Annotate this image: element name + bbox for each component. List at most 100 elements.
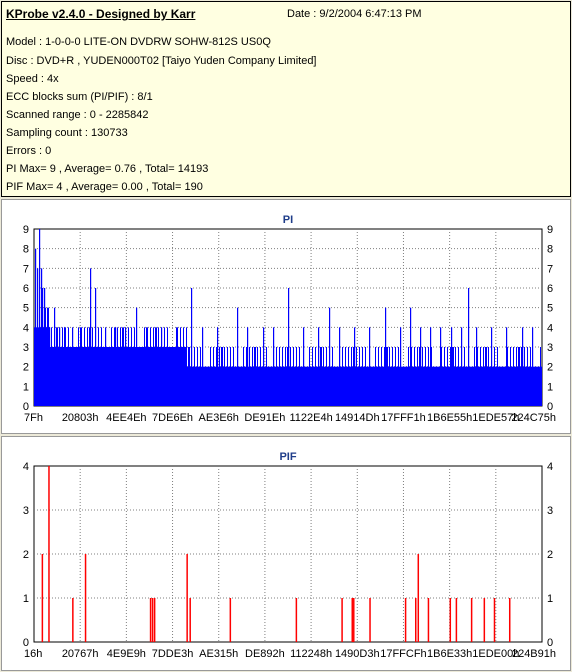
pi-bar: [143, 347, 144, 406]
pi-bar: [58, 347, 59, 406]
pi-bar: [492, 366, 493, 406]
pi-spike: [461, 327, 463, 406]
pif-bar: [41, 554, 44, 642]
info-speed: Speed : 4x: [6, 73, 59, 85]
pi-bar: [45, 307, 46, 406]
pif-ytick-right: 4: [547, 461, 553, 473]
pi-bar: [447, 347, 448, 406]
pi-spike: [95, 288, 97, 406]
pi-bar: [426, 366, 427, 406]
pi-bar: [76, 347, 77, 406]
pi-bar: [67, 347, 68, 406]
pi-bar: [403, 366, 404, 406]
pi-spike: [146, 327, 148, 406]
pi-spike: [247, 327, 249, 406]
pi-bar: [370, 366, 371, 406]
pi-bar: [418, 366, 419, 406]
pif-ytick-right: 3: [547, 505, 553, 517]
pi-bar: [132, 347, 133, 406]
pi-spike: [44, 288, 46, 406]
pi-bar: [317, 366, 318, 406]
pi-bar: [291, 366, 292, 406]
pi-bar: [214, 366, 215, 406]
pi-spike: [105, 327, 107, 406]
pi-xtick-label: 7Fh: [24, 412, 43, 424]
pi-bar: [278, 366, 279, 406]
pi-bar: [306, 366, 307, 406]
pi-spike: [191, 288, 193, 406]
pif-bar: [189, 598, 191, 642]
pi-xtick-label: 20803h: [62, 412, 99, 424]
pi-bar: [270, 366, 271, 406]
pi-bar: [353, 347, 354, 406]
pi-bar: [304, 366, 305, 406]
pi-spike: [237, 307, 239, 406]
pi-bar: [66, 347, 67, 406]
pi-bar: [205, 366, 206, 406]
pi-bar: [526, 366, 527, 406]
pi-bar: [516, 347, 517, 406]
pi-bar: [489, 366, 490, 406]
pi-bar: [496, 366, 497, 406]
pi-ytick-left: 3: [23, 342, 29, 354]
pi-bar: [395, 347, 396, 406]
pif-bar: [341, 598, 343, 642]
pi-bar: [326, 347, 327, 406]
pi-bar: [530, 347, 531, 406]
pi-spike: [318, 327, 320, 406]
pi-spike: [400, 327, 402, 406]
pi-bar: [348, 347, 349, 406]
pi-bar: [173, 347, 174, 406]
pif-bar: [353, 598, 355, 642]
pi-bar: [314, 366, 315, 406]
pi-bar: [392, 347, 393, 406]
pi-bar: [445, 366, 446, 406]
pi-bar: [184, 347, 185, 406]
pi-bar: [73, 347, 74, 406]
pi-bar: [294, 366, 295, 406]
pi-bar: [463, 366, 464, 406]
pi-bar: [466, 366, 467, 406]
info-errors: Errors : 0: [6, 145, 52, 157]
pi-ytick-left: 7: [23, 263, 29, 275]
pi-spike: [339, 327, 341, 406]
pi-bar: [179, 347, 180, 406]
pi-bar: [356, 347, 357, 406]
pi-bar: [207, 366, 208, 406]
pif-bar: [404, 598, 407, 642]
pi-bar: [528, 366, 529, 406]
pi-bar: [397, 366, 398, 406]
pi-bar: [155, 327, 156, 406]
pif-bar: [153, 598, 156, 642]
pi-xtick-label: AE3E6h: [199, 412, 239, 424]
pi-bar: [283, 366, 284, 406]
pi-spike: [303, 327, 305, 406]
pi-spike: [410, 307, 412, 406]
pi-bar: [358, 366, 359, 406]
pi-bar: [437, 366, 438, 406]
pif-bar: [508, 598, 511, 642]
pi-bar: [97, 347, 98, 406]
pi-bar: [186, 327, 187, 406]
pif-ytick-left: 4: [23, 461, 29, 473]
pi-bar: [343, 366, 344, 406]
pi-bar: [495, 366, 496, 406]
pi-bar: [539, 366, 540, 406]
pi-bar: [402, 366, 403, 406]
pi-bar: [156, 327, 157, 406]
pi-bar: [394, 366, 395, 406]
pi-bar: [164, 327, 165, 406]
pi-bar: [475, 366, 476, 406]
pif-bar: [229, 598, 232, 642]
pif-xtick-label: 1B6E33h: [427, 648, 472, 660]
pi-bar: [265, 366, 266, 406]
pi-bar: [443, 366, 444, 406]
pi-bar: [213, 347, 214, 406]
pi-bar: [77, 347, 78, 406]
pi-bar: [181, 347, 182, 406]
pi-bar: [413, 366, 414, 406]
pi-bar: [404, 366, 405, 406]
pi-bar: [464, 347, 465, 406]
pi-spike: [440, 327, 442, 406]
pi-spike: [125, 327, 127, 406]
